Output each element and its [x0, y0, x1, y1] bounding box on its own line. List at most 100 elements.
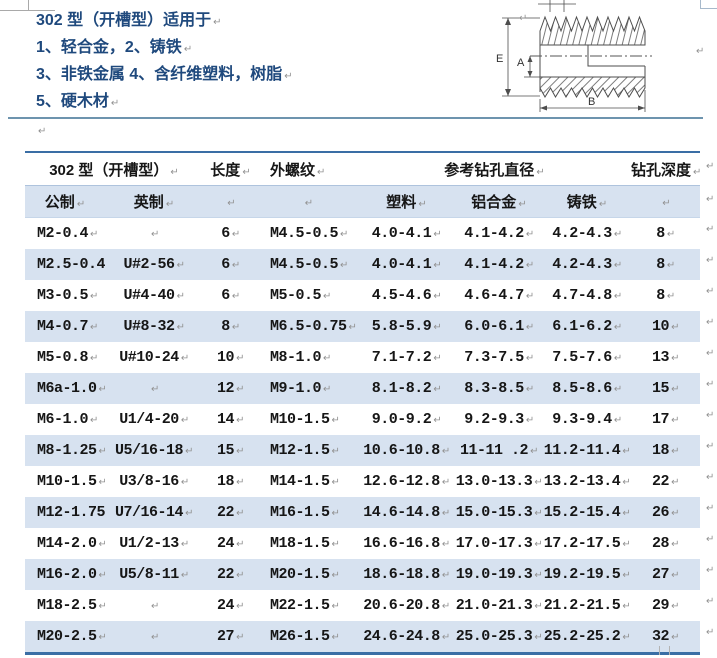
cell-imperial: U1/4-20 ↵ — [105, 404, 203, 435]
paragraph-mark-icon: ↵ — [441, 508, 450, 519]
paragraph-mark-icon: ↵ — [170, 166, 179, 178]
cell-cast-iron: 13.2-13.4 ↵ — [543, 466, 631, 497]
cell-value: 4.1-4.2 — [464, 225, 524, 242]
paragraph-mark-icon: ↵ — [236, 632, 244, 643]
cell-length: 24 ↵ — [203, 590, 258, 621]
paragraph-mark-icon: ↵ — [525, 291, 534, 302]
cell-value: 4.6-4.7 — [464, 287, 524, 304]
paragraph-mark-icon: ↵ — [331, 601, 340, 612]
cell-length: 10 ↵ — [203, 342, 258, 373]
table-row: M3-0.5 ↵ U#4-40 ↵ 6 ↵ M5-0.5 ↵ 4.5-4.6 ↵ 4.6-4.7 ↵ 4… — [25, 280, 700, 311]
paragraph-mark-icon: ↵ — [236, 384, 244, 395]
dim-label-e: E — [496, 53, 503, 65]
cell-depth: 13 ↵ — [631, 342, 700, 373]
paragraph-mark-icon: ↵ — [534, 539, 543, 550]
cell-value: 25.0-25.3 — [455, 628, 533, 645]
row-end-mark-icon: ↵ — [706, 161, 715, 172]
paragraph-mark-icon: ↵ — [671, 322, 679, 333]
row-end-mark-icon: ↵ — [706, 627, 715, 638]
paragraph-mark-icon: ↵ — [151, 601, 159, 612]
table-body: M2-0.4 ↵ ↵ 6 ↵ M4.5-0.5 ↵ 4.0-4.1 ↵ 4.1-4.2 ↵ 4.2-4… — [25, 218, 700, 654]
cell-metric: M5-0.8 ↵ — [25, 342, 105, 373]
cell-cast-iron: 21.2-21.5 ↵ — [543, 590, 631, 621]
table-handle-tick[interactable] — [669, 646, 670, 655]
cell-length: 6 ↵ — [203, 218, 258, 250]
table-row: M6-1.0 ↵ U1/4-20 ↵ 14 ↵ M10-1.5 ↵ 9.0-9.2 ↵ 9.2-9.… — [25, 404, 700, 435]
cell-cast-iron: 25.2-25.2 ↵ — [543, 621, 631, 654]
cell-value: M20-1.5 — [270, 566, 330, 583]
cell-value: 12.6-12.8 — [363, 473, 440, 490]
cell-value: 13 — [652, 349, 670, 366]
cell-imperial: U5/16-18 ↵ — [105, 435, 203, 466]
cell-ext-thread: M4.5-0.5 ↵ — [258, 218, 358, 250]
cell-length: 12 ↵ — [203, 373, 258, 404]
subheader-metric: 公制 ↵ — [25, 185, 105, 218]
cell-value: M14-1.5 — [270, 473, 330, 490]
cell-depth: 8 ↵ — [631, 280, 700, 311]
paragraph-mark-icon: ↵ — [98, 446, 105, 457]
paragraph-mark-icon: ↵ — [304, 198, 314, 209]
paragraph-mark-icon: ↵ — [671, 446, 679, 457]
cell-value: 8 — [656, 256, 665, 273]
cell-value: M5-0.5 — [270, 287, 322, 304]
paragraph-mark-icon: ↵ — [176, 260, 185, 271]
cell-value: 21.0-21.3 — [455, 597, 533, 614]
cell-value: 6 — [221, 225, 230, 242]
row-end-mark-icon: ↵ — [706, 472, 715, 483]
paragraph-mark-icon: ↵ — [331, 477, 340, 488]
cell-ext-thread: M6.5-0.75 ↵ — [258, 311, 358, 342]
cell-depth: 22 ↵ — [631, 466, 700, 497]
cell-value: 22 — [652, 473, 670, 490]
paragraph-mark-icon: ↵ — [180, 539, 189, 550]
cell-aluminum: 17.0-17.3 ↵ — [455, 528, 543, 559]
paragraph-mark-icon: ↵ — [534, 632, 543, 643]
cell-length: 15 ↵ — [203, 435, 258, 466]
paragraph-mark-icon: ↵ — [236, 477, 244, 488]
paragraph-mark-icon: ↵ — [231, 229, 240, 240]
cell-value: 29 — [652, 597, 670, 614]
cell-metric: M10-1.5 ↵ — [25, 466, 105, 497]
crop-mark-top-right-h — [700, 8, 717, 9]
table-row: M20-2.5↵↵27↵M26-1.5↵24.6-24.8↵25.0-25.3↵… — [25, 621, 700, 654]
cell-value: 24.6-24.8 — [363, 628, 440, 645]
cell-value: M6a-1.0 — [37, 380, 97, 397]
cell-value: U#10-24 — [119, 349, 179, 366]
cell-imperial: U1/2-13 ↵ — [105, 528, 203, 559]
table-handle-tick[interactable] — [659, 646, 660, 655]
intro-text-block: 302 型（开槽型）适用于 ↵ 1、轻合金，2、铸铁 ↵ 3、非铁金属 4、含纤维塑… — [36, 8, 293, 116]
cell-ext-thread: M20-1.5 ↵ — [258, 559, 358, 590]
cell-value: 6 — [221, 287, 230, 304]
paragraph-mark-icon: ↵ — [613, 353, 622, 364]
cell-cast-iron: 6.1-6.2 ↵ — [543, 311, 631, 342]
paragraph-mark-icon: ↵ — [671, 508, 679, 519]
paragraph-mark-icon: ↵ — [518, 199, 527, 210]
subheader-plastic: 塑料 ↵ — [358, 185, 455, 218]
cell-depth: 29 ↵ — [631, 590, 700, 621]
paragraph-mark-icon: ↵ — [622, 477, 631, 488]
paragraph-mark-icon: ↵ — [98, 601, 105, 612]
dim-label-a: A — [517, 57, 525, 69]
paragraph-mark-icon: ↵ — [90, 322, 98, 333]
cell-value: 8.5-8.6 — [552, 380, 612, 397]
paragraph-mark-icon: ↵ — [622, 539, 631, 550]
cell-value: 10.6-10.8 — [363, 442, 440, 459]
dim-label-b: B — [588, 96, 595, 108]
row-end-mark-icon: ↵ — [706, 255, 715, 266]
cell-ext-thread: M10-1.5 ↵ — [258, 404, 358, 435]
paragraph-mark-icon: ↵ — [441, 539, 450, 550]
table-row: M8-1.25 ↵ U5/16-18 ↵ 15 ↵ M12-1.5 ↵ 10.6-10.8 ↵ 11… — [25, 435, 700, 466]
subheader-empty: ↵ — [203, 185, 258, 218]
paragraph-mark-icon: ↵ — [76, 199, 86, 210]
paragraph-mark-icon: ↵ — [331, 570, 340, 581]
paragraph-mark-icon: ↵ — [671, 539, 679, 550]
cell-value: U#4-40 — [123, 287, 176, 304]
paragraph-mark-icon: ↵ — [433, 229, 442, 240]
row-end-mark-icon: ↵ — [706, 441, 715, 452]
cell-value: 6.0-6.1 — [464, 318, 524, 335]
cell-aluminum: 15.0-15.3 ↵ — [455, 497, 543, 528]
cell-value: U5/8-11 — [119, 566, 179, 583]
cell-plastic: 4.0-4.1 ↵ — [358, 218, 455, 250]
cell-value: 4.7-4.8 — [552, 287, 612, 304]
intro-title-line: 302 型（开槽型）适用于 ↵ — [36, 12, 222, 29]
cell-aluminum: 6.0-6.1 ↵ — [455, 311, 543, 342]
